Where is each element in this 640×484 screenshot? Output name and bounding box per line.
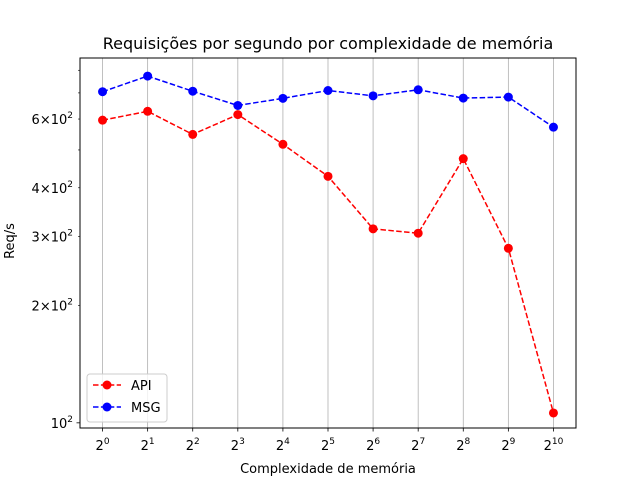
x-tick-label-8: 28 <box>456 437 470 454</box>
data-point-msg-4 <box>278 93 288 103</box>
x-tick-label-5: 25 <box>321 437 335 454</box>
legend-marker-msg <box>102 402 112 412</box>
data-point-msg-6 <box>368 91 378 101</box>
legend-marker-api <box>102 380 112 390</box>
x-tick-label-9: 29 <box>501 437 515 454</box>
data-point-msg-5 <box>323 85 333 95</box>
x-axis-label: Complexidade de memória <box>240 462 416 477</box>
y-axis-ticks: 102 2×102 3×102 4×102 6×102 <box>32 69 80 432</box>
data-point-api-0 <box>98 115 108 125</box>
legend: API MSG <box>86 373 168 423</box>
legend-label-msg: MSG <box>131 401 161 416</box>
y-tick-label-minor-0: 2×102 <box>32 297 73 314</box>
data-point-msg-7 <box>413 85 423 95</box>
data-point-api-8 <box>458 154 468 164</box>
x-tick-label-6: 26 <box>366 437 380 454</box>
data-point-api-7 <box>413 228 423 238</box>
y-tick-label-minor-3: 6×102 <box>32 111 73 128</box>
y-tick-label-minor-1: 3×102 <box>32 229 73 246</box>
data-point-msg-1 <box>143 71 153 81</box>
data-point-msg-3 <box>233 100 243 110</box>
y-axis-label: Req/s <box>3 223 18 259</box>
y-tick-label-major-0: 102 <box>51 415 73 432</box>
grid-lines <box>102 58 554 428</box>
data-point-api-10 <box>548 408 558 418</box>
x-tick-label-0: 20 <box>96 437 110 454</box>
data-point-api-9 <box>503 243 513 253</box>
data-point-api-4 <box>278 139 288 149</box>
data-point-msg-0 <box>98 87 108 97</box>
x-tick-label-3: 23 <box>231 437 245 454</box>
data-point-msg-9 <box>503 92 513 102</box>
data-point-api-1 <box>143 106 153 116</box>
data-point-msg-8 <box>458 93 468 103</box>
data-point-api-5 <box>323 171 333 181</box>
data-point-msg-10 <box>548 122 558 132</box>
y-tick-label-minor-2: 4×102 <box>32 180 73 197</box>
legend-label-api: API <box>131 379 152 394</box>
x-tick-label-2: 22 <box>186 437 200 454</box>
x-axis-ticks: 20 21 22 23 24 25 26 27 28 29 210 <box>96 428 564 454</box>
data-point-msg-2 <box>188 86 198 96</box>
x-tick-label-1: 21 <box>141 437 155 454</box>
data-point-api-2 <box>188 129 198 139</box>
x-tick-label-10: 210 <box>544 437 564 454</box>
data-point-api-6 <box>368 224 378 234</box>
x-tick-label-7: 27 <box>411 437 425 454</box>
x-tick-label-4: 24 <box>276 437 290 454</box>
chart-title: Requisições por segundo por complexidade… <box>103 34 554 53</box>
series-group <box>98 71 558 418</box>
data-point-api-3 <box>233 110 243 120</box>
